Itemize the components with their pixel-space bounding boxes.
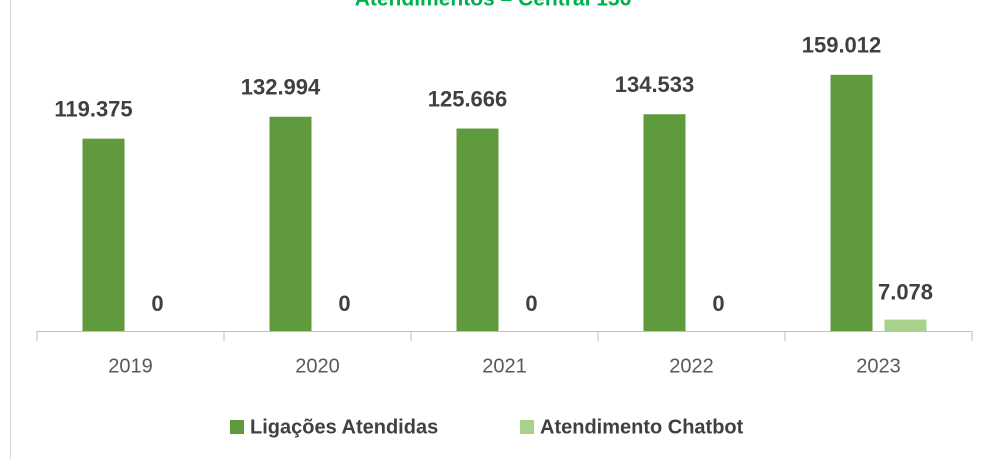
data-label: 0 [338,291,350,316]
legend-label: Ligações Atendidas [250,416,438,438]
legend-swatch [230,420,244,434]
data-label: 132.994 [241,75,321,100]
chart-border [10,0,11,459]
data-label: 7.078 [878,279,933,304]
chart-title: Atendimentos – Central 156 [355,0,632,11]
data-label: 125.666 [428,86,508,111]
bar [269,116,312,331]
x-tick-label: 2019 [108,355,153,377]
x-tick-label: 2022 [669,355,714,377]
data-label: 134.533 [615,72,695,97]
legend-label: Atendimento Chatbot [540,416,744,438]
bar [456,128,499,331]
bar [884,319,927,331]
legend-swatch [520,420,534,434]
bar [643,114,686,332]
bar [82,138,125,331]
data-label: 159.012 [802,33,882,58]
data-label: 0 [151,291,163,316]
bar [830,74,873,332]
data-label: 0 [525,291,537,316]
x-tick-label: 2020 [295,355,340,377]
data-label: 119.375 [54,96,132,121]
x-tick-label: 2023 [856,355,901,377]
data-label: 0 [712,291,724,316]
x-tick-label: 2021 [482,355,527,377]
